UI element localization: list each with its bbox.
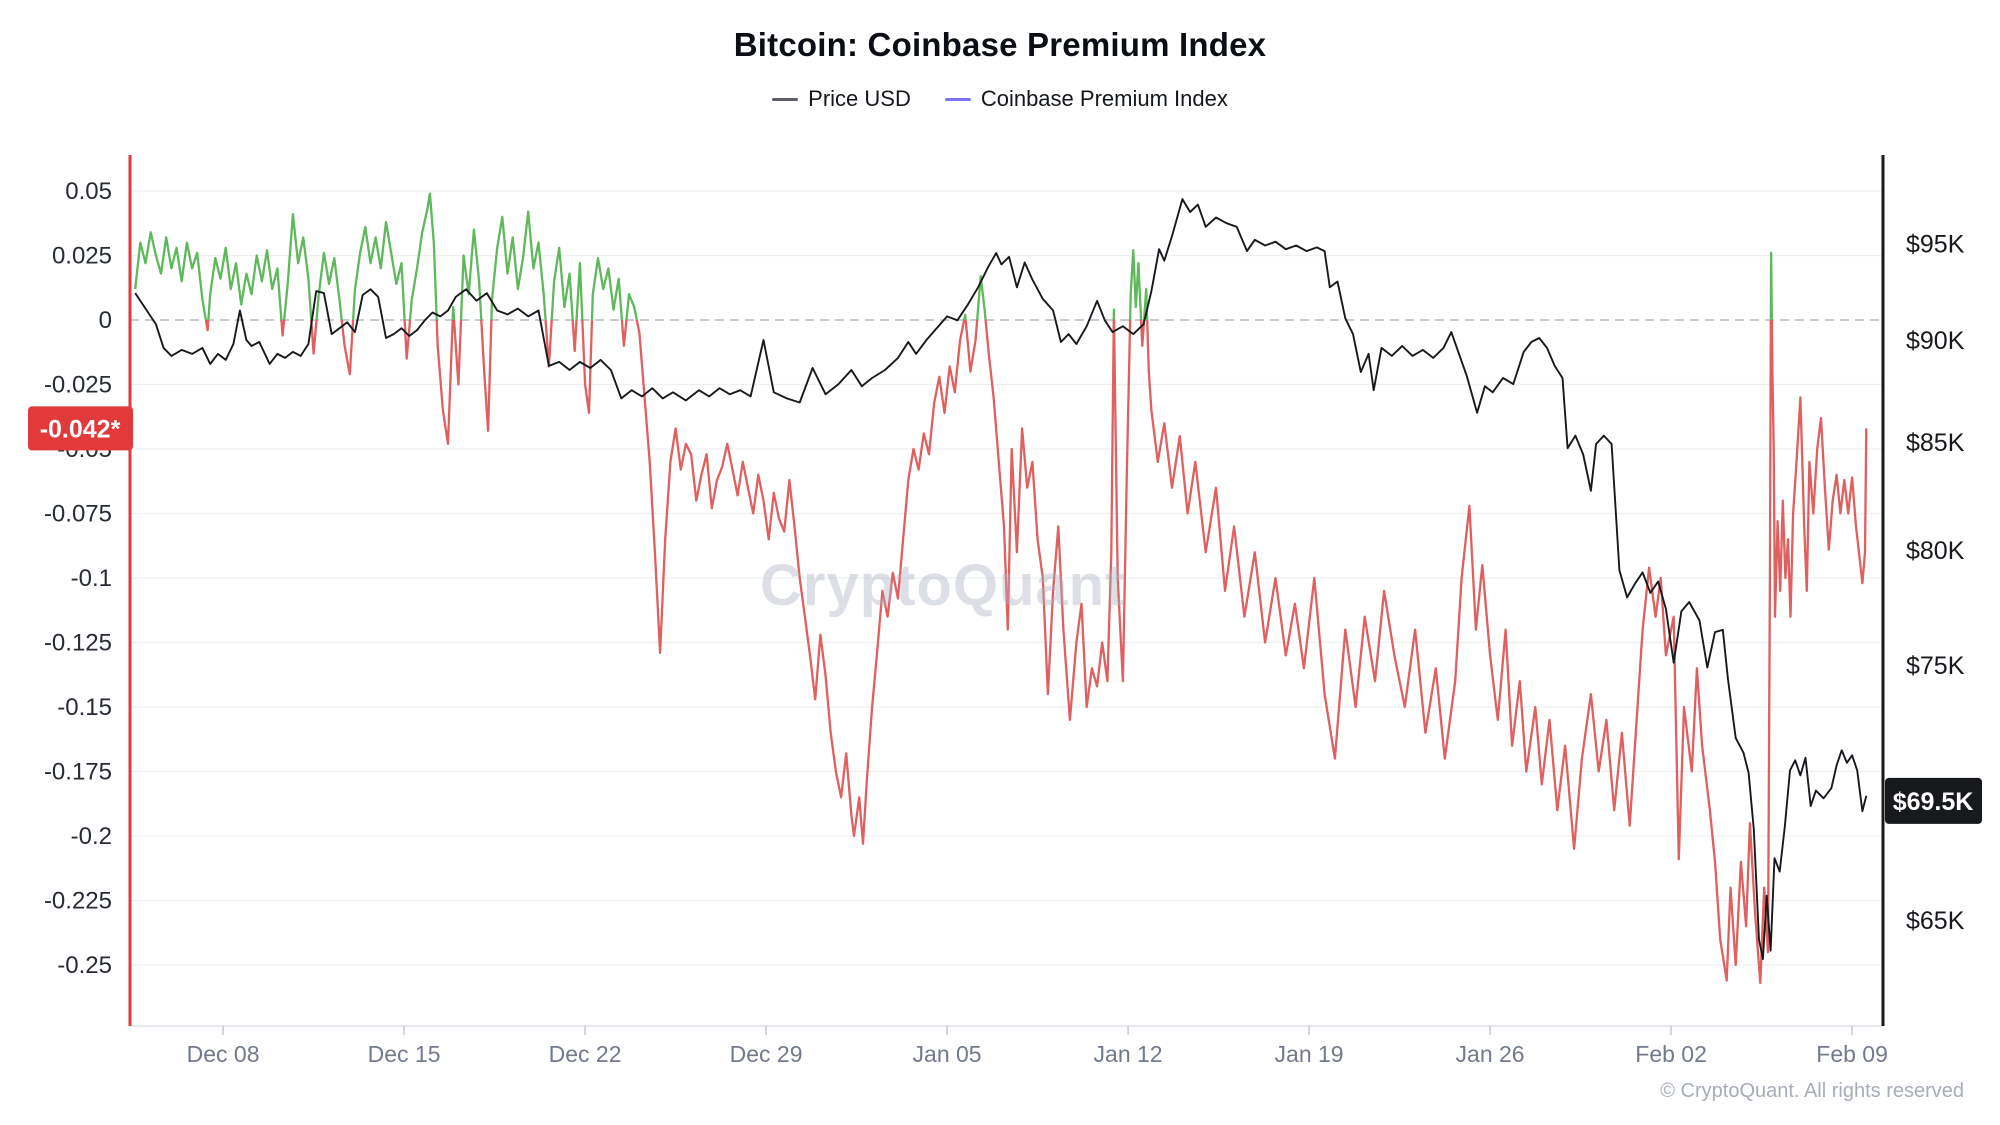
price-current-value-badge	[1885, 777, 1982, 824]
y-left-tick-label: -0.025	[44, 372, 112, 399]
y-right-tick-label: $80K	[1906, 537, 1965, 565]
premium-index-line-positive	[134, 192, 1773, 320]
x-tick-label: Feb 02	[1635, 1041, 1707, 1067]
y-left-tick-label: -0.125	[44, 630, 112, 657]
x-tick-label: Feb 09	[1816, 1041, 1888, 1067]
premium-current-value-badge	[28, 406, 133, 451]
premium-index-line-negative	[204, 320, 1868, 985]
legend-label-premium: Coinbase Premium Index	[980, 86, 1228, 111]
x-tick-label: Dec 22	[549, 1041, 622, 1067]
y-left-tick-label: -0.225	[44, 888, 112, 915]
y-left-tick-label: 0.05	[65, 178, 112, 205]
y-left-tick-label: 0	[99, 307, 112, 334]
legend-item-premium[interactable]: Coinbase Premium Index	[944, 86, 1228, 112]
premium-line-swatch-icon	[944, 97, 971, 101]
x-tick-label: Dec 15	[368, 1041, 441, 1067]
y-left-tick-label: -0.1	[71, 565, 112, 592]
y-left-tick-label: 0.025	[52, 243, 112, 270]
y-left-tick-label: -0.15	[57, 694, 112, 721]
y-left-tick-label: -0.2	[71, 823, 112, 850]
y-left-tick-label: -0.25	[57, 952, 112, 979]
legend-label-price: Price USD	[808, 86, 911, 111]
y-right-tick-label: $95K	[1906, 231, 1965, 259]
x-tick-label: Dec 08	[187, 1041, 260, 1067]
copyright-footer: © CryptoQuant. All rights reserved	[1660, 1080, 1964, 1102]
y-right-tick-label: $75K	[1906, 652, 1965, 680]
legend: Price USD Coinbase Premium Index	[0, 86, 2000, 112]
y-left-tick-label: -0.175	[44, 759, 112, 786]
price-usd-line	[134, 198, 1868, 961]
y-right-tick-label: $90K	[1906, 327, 1965, 355]
x-tick-label: Jan 26	[1456, 1041, 1525, 1067]
y-left-tick-label: -0.075	[44, 501, 112, 528]
y-right-tick-label: $65K	[1906, 907, 1965, 935]
x-tick-label: Dec 29	[730, 1041, 803, 1067]
x-tick-label: Jan 12	[1094, 1041, 1163, 1067]
price-line-swatch-icon	[772, 97, 799, 101]
y-right-tick-label: $85K	[1906, 429, 1965, 457]
x-tick-label: Jan 05	[913, 1041, 982, 1067]
page-title: Bitcoin: Coinbase Premium Index	[733, 26, 1267, 63]
legend-item-price[interactable]: Price USD	[772, 86, 911, 112]
x-tick-label: Jan 19	[1275, 1041, 1344, 1067]
price-current-value-text: $69.5K	[1893, 788, 1974, 816]
premium-current-value-text: -0.042*	[40, 415, 121, 443]
